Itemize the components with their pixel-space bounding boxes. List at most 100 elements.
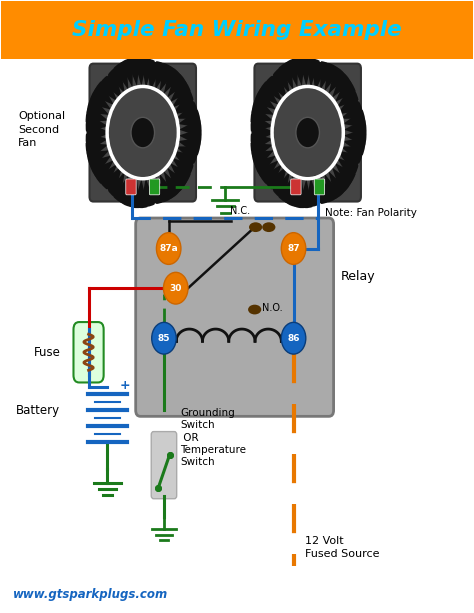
Wedge shape [278,175,293,204]
Wedge shape [273,65,290,94]
Wedge shape [87,96,109,115]
Wedge shape [332,167,352,194]
Wedge shape [251,134,273,151]
Wedge shape [268,71,287,99]
Wedge shape [92,82,114,105]
Wedge shape [314,61,328,91]
Wedge shape [176,147,199,164]
Wedge shape [155,61,169,91]
Circle shape [164,272,188,304]
Wedge shape [87,123,109,141]
Wedge shape [324,63,341,92]
Wedge shape [141,178,155,207]
Text: +: + [119,379,130,392]
Wedge shape [335,163,356,188]
Wedge shape [268,167,287,194]
Wedge shape [257,160,279,184]
Text: Battery: Battery [16,404,60,417]
Wedge shape [337,93,360,113]
Wedge shape [167,167,187,194]
Wedge shape [324,173,341,202]
Wedge shape [337,152,360,172]
Wedge shape [343,137,365,155]
Text: Grounding
Switch
 OR
Temperature
Switch: Grounding Switch OR Temperature Switch [181,408,246,468]
Wedge shape [164,66,182,94]
Wedge shape [267,166,286,193]
Wedge shape [173,151,195,171]
Wedge shape [147,61,161,90]
Circle shape [131,117,155,148]
Wedge shape [149,175,163,204]
Wedge shape [113,175,128,204]
Wedge shape [257,82,279,105]
Wedge shape [337,158,358,180]
Wedge shape [86,134,108,151]
Wedge shape [155,175,169,204]
Wedge shape [179,128,201,147]
Wedge shape [86,143,108,161]
FancyBboxPatch shape [291,179,301,195]
Wedge shape [299,179,312,208]
Text: www.gtsparkplugs.com: www.gtsparkplugs.com [13,588,168,601]
Wedge shape [87,150,109,169]
Circle shape [281,322,306,354]
Wedge shape [134,57,147,86]
Wedge shape [89,156,111,177]
Wedge shape [262,76,283,102]
Wedge shape [251,113,273,132]
Wedge shape [149,61,163,91]
Text: 86: 86 [287,333,300,343]
Wedge shape [299,57,312,86]
Wedge shape [170,163,191,188]
Wedge shape [292,179,305,208]
Wedge shape [338,151,360,171]
Wedge shape [102,72,122,99]
Wedge shape [103,167,122,194]
FancyBboxPatch shape [136,218,334,416]
Circle shape [152,322,176,354]
Wedge shape [173,94,195,114]
Wedge shape [103,71,122,99]
Wedge shape [344,128,366,147]
Wedge shape [170,77,191,102]
Wedge shape [86,113,108,132]
Wedge shape [102,166,122,193]
Wedge shape [320,175,334,204]
Wedge shape [252,124,274,143]
Text: 87a: 87a [159,244,178,253]
FancyBboxPatch shape [314,179,325,195]
Wedge shape [341,147,364,164]
Wedge shape [344,119,366,137]
Wedge shape [312,61,326,90]
Text: Fuse: Fuse [33,346,60,359]
Wedge shape [267,72,286,99]
Wedge shape [337,85,358,108]
Wedge shape [285,58,298,88]
Wedge shape [172,158,193,180]
Wedge shape [278,61,293,90]
Wedge shape [127,57,140,86]
Wedge shape [328,171,346,199]
Wedge shape [320,61,334,91]
Wedge shape [89,88,111,110]
Text: Relay: Relay [341,270,375,283]
Wedge shape [292,57,305,86]
Wedge shape [252,150,274,169]
Wedge shape [178,137,201,155]
Wedge shape [159,63,176,92]
FancyBboxPatch shape [73,322,104,383]
Wedge shape [341,102,364,119]
Circle shape [156,233,181,264]
Text: N.C.: N.C. [230,206,251,216]
Wedge shape [172,85,193,108]
Wedge shape [338,94,360,114]
Wedge shape [254,156,276,177]
Text: N.O.: N.O. [262,303,283,313]
Text: 30: 30 [170,284,182,292]
Wedge shape [178,110,201,128]
Wedge shape [134,179,147,208]
Wedge shape [306,178,319,207]
Wedge shape [120,178,133,207]
Text: 85: 85 [158,333,170,343]
Text: 12 Volt
Fused Source: 12 Volt Fused Source [305,536,380,558]
